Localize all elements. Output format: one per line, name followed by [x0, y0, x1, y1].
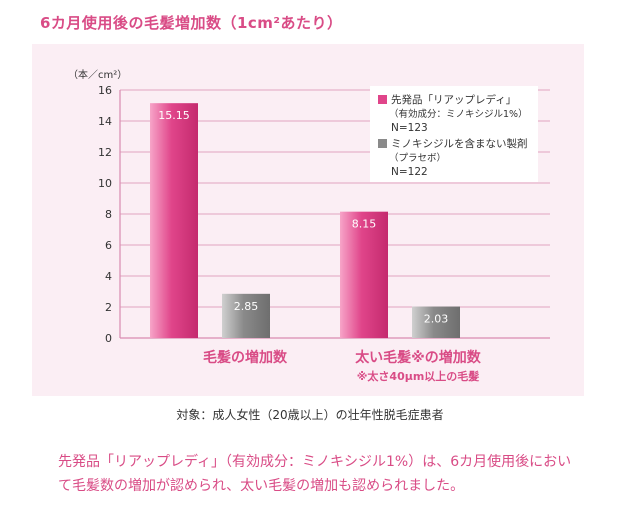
y-axis-label: （本／cm²） — [68, 68, 127, 81]
category-label-2: 太い毛髪※の増加数 ※太さ40μm以上の毛髪 — [355, 349, 482, 383]
x-tick-label: 毛髪の増加数 — [203, 349, 288, 366]
y-tick-label: 16 — [98, 84, 112, 97]
y-tick-label: 14 — [98, 115, 112, 128]
y-tick-label: 2 — [105, 301, 112, 314]
category-note: ※太さ40μm以上の毛髪 — [357, 369, 480, 383]
y-tick-label: 6 — [105, 239, 112, 252]
chart-title: 6カ月使用後の毛髪増加数（1cm²あたり） — [40, 14, 343, 32]
legend-series-b-detail: （プラセボ） — [389, 152, 446, 164]
x-tick-label: 太い毛髪※の増加数 — [355, 349, 482, 366]
legend: 先発品「リアップレディ」 （有効成分：ミノキシジル1%） N=123 ミノキシジ… — [370, 86, 538, 182]
category-label-1: 毛髪の増加数 — [203, 349, 288, 366]
y-tick-label: 10 — [98, 177, 112, 190]
legend-series-a-name: 先発品「リアップレディ」 — [391, 93, 516, 106]
legend-swatch-series-a — [378, 95, 387, 104]
bar-series-b-2 — [412, 306, 460, 338]
legend-series-a-n: N=123 — [391, 122, 428, 134]
bar-series-a-2 — [340, 211, 388, 338]
legend-swatch-series-b — [378, 139, 387, 148]
y-tick-label: 8 — [105, 208, 112, 221]
data-label: 15.15 — [158, 109, 190, 122]
y-tick-label: 12 — [98, 146, 112, 159]
bar-series-b-1 — [222, 293, 270, 338]
study-subject-note: 対象：成人女性（20歳以上）の壮年性脱毛症患者 — [176, 408, 444, 422]
y-tick-label: 0 — [105, 332, 112, 345]
legend-series-b-n: N=122 — [391, 166, 428, 178]
data-label: 2.03 — [424, 313, 449, 326]
legend-series-a-detail: （有効成分：ミノキシジル1%） — [389, 108, 528, 120]
description-text: 先発品「リアップレディ」（有効成分：ミノキシジル1%）は、6カ月使用後において毛… — [58, 454, 572, 494]
data-label: 2.85 — [234, 300, 259, 313]
legend-series-b-name: ミノキシジルを含まない製剤 — [391, 137, 528, 150]
data-label: 8.15 — [352, 218, 377, 231]
bar-series-a-1 — [150, 103, 198, 338]
y-tick-label: 4 — [105, 270, 112, 283]
